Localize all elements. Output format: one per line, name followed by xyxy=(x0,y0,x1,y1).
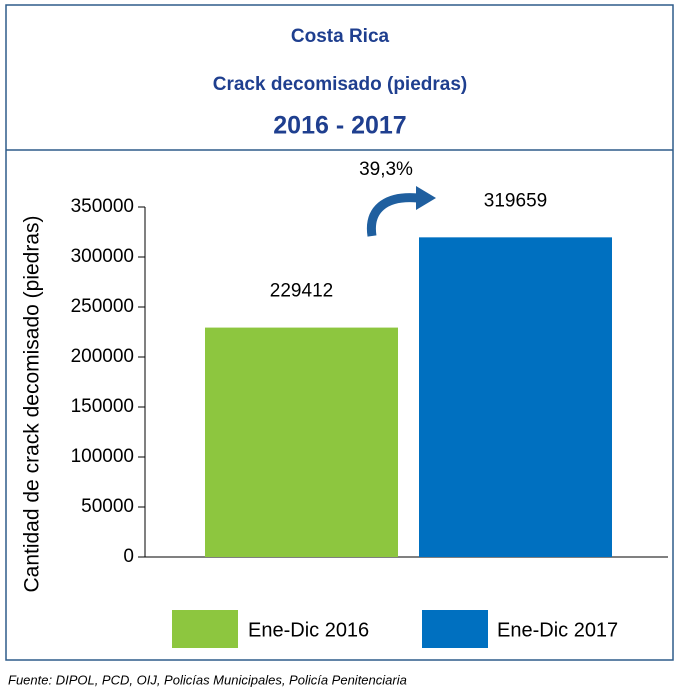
y-tick-label: 200000 xyxy=(71,346,134,367)
bar xyxy=(205,327,398,557)
growth-arrow-head xyxy=(416,186,436,210)
y-tick-label: 300000 xyxy=(71,246,134,267)
y-axis-label: Cantidad de crack decomisado (piedras) xyxy=(21,215,44,592)
chart-title: Costa Rica xyxy=(291,26,390,47)
y-tick-label: 250000 xyxy=(71,296,134,317)
growth-arrow xyxy=(366,193,419,237)
annotation: 39,3% xyxy=(359,159,413,180)
legend-swatch xyxy=(422,610,488,648)
legend-label: Ene-Dic 2017 xyxy=(497,619,618,641)
legend-swatch xyxy=(172,610,238,648)
y-tick-label: 50000 xyxy=(81,496,134,517)
frame xyxy=(5,4,674,661)
y-tick-label: 100000 xyxy=(71,446,134,467)
y-tick-label: 0 xyxy=(123,546,134,567)
y-tick-label: 350000 xyxy=(71,196,134,217)
bar xyxy=(419,237,612,557)
value-label: 319659 xyxy=(484,190,547,211)
y-tick-label: 150000 xyxy=(71,396,134,417)
value-label: 229412 xyxy=(270,281,333,302)
chart-period: 2016 - 2017 xyxy=(273,112,406,140)
source: Fuente: DIPOL, PCD, OIJ, Policías Munici… xyxy=(8,672,407,687)
chart-subtitle: Crack decomisado (piedras) xyxy=(213,74,467,95)
legend-label: Ene-Dic 2016 xyxy=(248,619,369,641)
